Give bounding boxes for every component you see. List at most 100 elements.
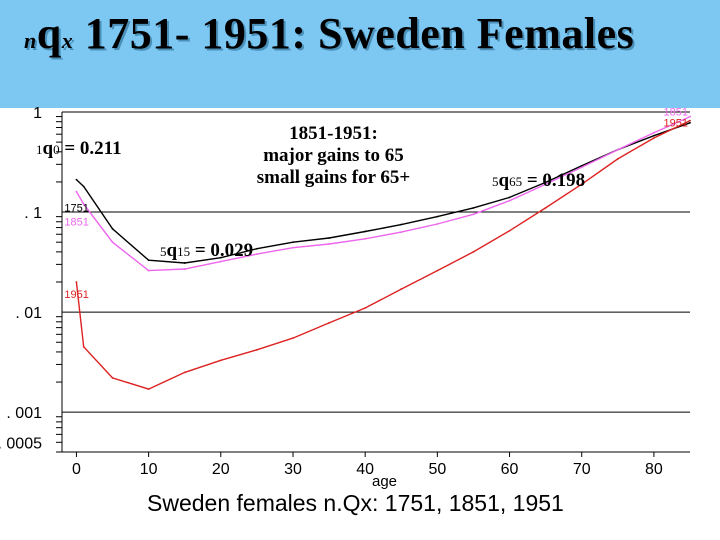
data-point-1951 — [111, 377, 114, 379]
q15-q: q — [166, 240, 178, 261]
data-point-1851 — [147, 269, 150, 272]
data-point-1751 — [111, 227, 114, 230]
x-axis-label: age — [372, 473, 398, 490]
q0-sub: 0 — [53, 142, 60, 157]
data-point-1751 — [255, 247, 258, 250]
data-point-1851 — [653, 131, 655, 134]
data-point-1751 — [544, 181, 547, 184]
q0-pre: 1 — [36, 142, 43, 157]
data-point-1951 — [400, 288, 403, 290]
data-point-1751 — [689, 121, 691, 124]
data-point-1951 — [616, 157, 619, 160]
data-point-1851 — [616, 148, 619, 151]
title-q: q — [36, 9, 62, 58]
x-tick-label: 20 — [212, 461, 230, 478]
title-band — [0, 0, 720, 108]
data-point-1951 — [147, 388, 150, 391]
middle-line3: small gains for 65+ — [256, 167, 411, 188]
x-tick-label: 60 — [501, 461, 519, 478]
y-tick-label: . 1 — [24, 205, 42, 222]
q65-sub: 65 — [509, 174, 523, 189]
data-point-1851 — [580, 166, 583, 169]
x-tick-label: 80 — [645, 461, 663, 478]
annotation-q15: 5q15 = 0.029 — [160, 240, 253, 262]
annotation-q0: 1q0 = 0.211 — [36, 138, 122, 160]
y-tick-label: . 001 — [6, 405, 42, 422]
data-point-1851 — [689, 115, 691, 118]
data-point-1851 — [75, 190, 78, 193]
x-tick-label: 40 — [356, 461, 374, 478]
data-point-1951 — [508, 229, 511, 232]
data-point-1951 — [580, 183, 583, 186]
data-point-1751 — [75, 178, 78, 181]
data-point-1951 — [292, 337, 294, 340]
data-point-1751 — [364, 230, 367, 233]
data-point-1951 — [82, 345, 85, 348]
x-tick-label: 10 — [140, 461, 158, 478]
slide-title: nqx 1751- 1951: Sweden Females — [24, 8, 634, 59]
y-tick-label: . 01 — [15, 305, 42, 322]
data-point-1951 — [544, 207, 547, 209]
data-point-1951 — [219, 359, 222, 362]
title-sub-x: x — [61, 28, 74, 53]
q15-pre: 5 — [160, 244, 167, 259]
data-point-1851 — [436, 223, 439, 225]
q0-rest: = 0.211 — [59, 138, 122, 159]
data-point-1951 — [653, 137, 655, 139]
q15-rest: = 0.029 — [190, 240, 254, 261]
annotation-q65: 5q65 = 0.198 — [492, 170, 585, 192]
data-point-1851 — [111, 241, 114, 244]
data-point-1751 — [472, 207, 475, 209]
y-tick-label: . 0005 — [0, 435, 42, 452]
q65-pre: 5 — [492, 174, 499, 189]
data-point-1951 — [364, 307, 367, 309]
data-point-1751 — [219, 256, 222, 259]
data-point-1851 — [472, 213, 475, 216]
title-text: 1751- 1951: Sweden Females — [84, 9, 635, 58]
middle-line2: major gains to 65 — [263, 145, 404, 166]
data-point-1751 — [328, 237, 330, 239]
data-point-1851 — [183, 268, 186, 270]
x-tick-label: 70 — [573, 461, 591, 478]
data-point-1851 — [82, 203, 85, 206]
data-point-1751 — [147, 259, 150, 262]
chart-caption: Sweden females n.Qx: 1751, 1851, 1951 — [147, 490, 564, 516]
annotation-middle: 1851-1951: major gains to 65 small gains… — [226, 123, 441, 189]
series-label-1751: 1751 — [64, 203, 88, 215]
data-point-1851 — [508, 199, 511, 202]
data-point-1851 — [292, 246, 294, 249]
data-point-1751 — [653, 134, 655, 137]
data-point-1951 — [436, 269, 439, 272]
data-point-1851 — [328, 243, 330, 245]
q15-sub: 15 — [177, 244, 191, 259]
series-label-1951: 1951 — [664, 118, 688, 130]
y-tick-label: 1 — [33, 105, 42, 122]
data-point-1851 — [544, 183, 547, 186]
series-label-1851: 1851 — [64, 217, 88, 229]
q65-rest: = 0.198 — [522, 170, 586, 191]
data-point-1751 — [580, 164, 583, 167]
data-point-1951 — [183, 371, 186, 374]
data-point-1751 — [436, 215, 439, 218]
data-point-1851 — [400, 231, 403, 234]
x-tick-label: 0 — [72, 461, 81, 478]
data-point-1751 — [292, 241, 294, 244]
series-label-1851: 1851 — [664, 107, 688, 119]
data-point-1751 — [82, 185, 85, 188]
series-label-1951: 1951 — [64, 289, 88, 301]
title-sub-n: n — [24, 28, 37, 53]
x-tick-label: 50 — [428, 461, 446, 478]
data-point-1951 — [689, 119, 691, 122]
data-point-1751 — [183, 262, 186, 264]
middle-line1: 1851-1951: — [289, 123, 378, 144]
data-point-1951 — [75, 281, 78, 283]
data-point-1951 — [472, 250, 475, 253]
data-point-1751 — [508, 196, 511, 199]
data-point-1951 — [255, 348, 258, 351]
q65-q: q — [498, 170, 510, 191]
data-point-1751 — [400, 223, 403, 226]
data-point-1851 — [219, 260, 222, 263]
data-point-1951 — [328, 322, 330, 324]
x-tick-label: 30 — [284, 461, 302, 478]
